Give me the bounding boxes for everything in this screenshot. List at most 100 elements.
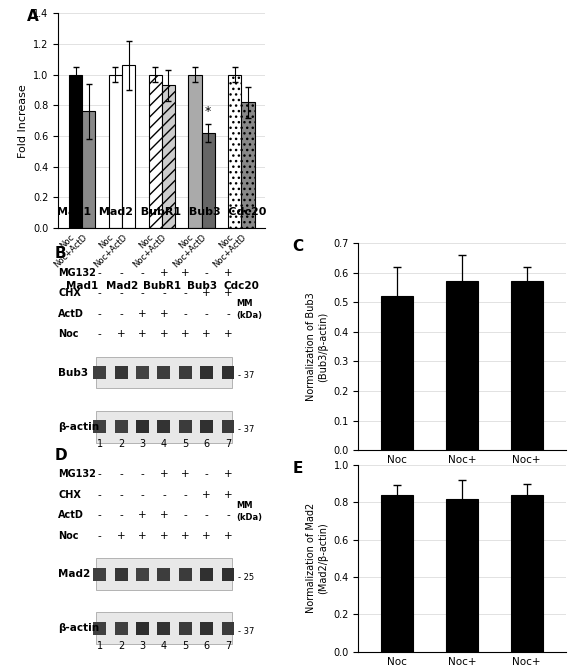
Text: 7: 7 xyxy=(225,439,231,449)
Bar xyxy=(222,366,234,379)
Text: -: - xyxy=(98,510,101,521)
Bar xyxy=(109,74,122,228)
Bar xyxy=(115,366,128,379)
Bar xyxy=(222,420,234,433)
Text: +: + xyxy=(160,510,168,521)
Bar xyxy=(122,65,135,228)
Y-axis label: Normalization of Bub3
(Bub3/β-actin): Normalization of Bub3 (Bub3/β-actin) xyxy=(306,292,328,401)
Text: +: + xyxy=(160,268,168,278)
Text: +: + xyxy=(138,309,147,319)
Bar xyxy=(93,366,106,379)
Bar xyxy=(202,133,215,228)
Text: +: + xyxy=(224,531,233,541)
Text: -: - xyxy=(184,288,187,298)
Text: -: - xyxy=(184,490,187,500)
Text: Mad1: Mad1 xyxy=(66,281,99,291)
Text: -: - xyxy=(119,268,123,278)
Text: E: E xyxy=(292,462,303,476)
Text: 6: 6 xyxy=(203,439,210,449)
Text: 2: 2 xyxy=(118,439,124,449)
Text: +: + xyxy=(181,531,189,541)
Bar xyxy=(96,612,232,644)
Y-axis label: Normalization of Mad2
(Mad2/β-actin): Normalization of Mad2 (Mad2/β-actin) xyxy=(306,503,328,613)
Bar xyxy=(200,366,213,379)
Text: ActD: ActD xyxy=(58,510,84,521)
Text: Cdc20: Cdc20 xyxy=(223,281,259,291)
Text: *: * xyxy=(205,104,211,118)
Bar xyxy=(136,420,149,433)
Text: -: - xyxy=(141,490,145,500)
Text: 2: 2 xyxy=(118,641,124,651)
Text: -: - xyxy=(119,469,123,479)
Bar xyxy=(115,420,128,433)
Text: +: + xyxy=(181,329,189,339)
Text: - 37: - 37 xyxy=(238,426,255,434)
Bar xyxy=(96,559,232,590)
Bar xyxy=(511,495,543,652)
Bar xyxy=(446,499,478,652)
Text: - 37: - 37 xyxy=(238,371,255,380)
Bar xyxy=(200,622,213,634)
Bar xyxy=(446,281,478,450)
Text: -: - xyxy=(226,309,230,319)
Text: -: - xyxy=(141,469,145,479)
Bar xyxy=(96,356,232,388)
Bar xyxy=(241,102,255,228)
Text: +: + xyxy=(181,268,189,278)
Text: +: + xyxy=(160,309,168,319)
Text: 7: 7 xyxy=(225,641,231,651)
Text: -: - xyxy=(205,268,209,278)
Text: -: - xyxy=(98,329,101,339)
Text: A: A xyxy=(27,9,39,24)
Text: C: C xyxy=(292,239,303,254)
Text: Noc+ActD: Noc+ActD xyxy=(52,232,89,269)
Bar xyxy=(179,366,192,379)
Text: -: - xyxy=(205,469,209,479)
Text: -: - xyxy=(226,510,230,521)
Text: Bub3: Bub3 xyxy=(187,281,217,291)
Text: -: - xyxy=(98,469,101,479)
Text: -: - xyxy=(141,288,145,298)
Text: +: + xyxy=(202,288,211,298)
Y-axis label: Fold Increase: Fold Increase xyxy=(17,84,27,158)
Text: 3: 3 xyxy=(139,641,146,651)
Text: +: + xyxy=(202,329,211,339)
Bar xyxy=(93,568,106,581)
Text: 5: 5 xyxy=(182,439,188,449)
Text: BubR1: BubR1 xyxy=(143,281,181,291)
Text: Noc: Noc xyxy=(138,232,155,250)
Text: +: + xyxy=(160,531,168,541)
Text: -: - xyxy=(119,490,123,500)
Bar xyxy=(69,74,82,228)
Text: Noc: Noc xyxy=(98,232,115,250)
Text: -: - xyxy=(184,309,187,319)
Text: -: - xyxy=(184,510,187,521)
Text: -: - xyxy=(119,288,123,298)
Text: 6: 6 xyxy=(203,641,210,651)
Text: -: - xyxy=(98,309,101,319)
Text: Mad1  Mad2  BubR1  Bub3  Cdc20: Mad1 Mad2 BubR1 Bub3 Cdc20 xyxy=(57,207,266,217)
Text: +: + xyxy=(160,469,168,479)
Text: 1: 1 xyxy=(97,641,103,651)
Bar xyxy=(93,420,106,433)
Text: +: + xyxy=(224,288,233,298)
Text: - 37: - 37 xyxy=(238,627,255,636)
Text: MM: MM xyxy=(236,299,253,308)
Text: 1: 1 xyxy=(97,439,103,449)
Bar xyxy=(136,366,149,379)
Text: +: + xyxy=(138,329,147,339)
Text: -: - xyxy=(98,531,101,541)
Bar xyxy=(222,622,234,634)
Text: Bub3: Bub3 xyxy=(58,368,89,378)
Text: B: B xyxy=(54,247,66,261)
Text: -: - xyxy=(119,510,123,521)
Bar xyxy=(222,568,234,581)
Bar xyxy=(136,622,149,634)
Bar xyxy=(157,568,170,581)
Text: +: + xyxy=(138,510,147,521)
Text: MG132: MG132 xyxy=(58,268,96,278)
Text: Noc: Noc xyxy=(177,232,195,250)
Text: -: - xyxy=(141,268,145,278)
Text: -: - xyxy=(98,288,101,298)
Text: +: + xyxy=(160,329,168,339)
